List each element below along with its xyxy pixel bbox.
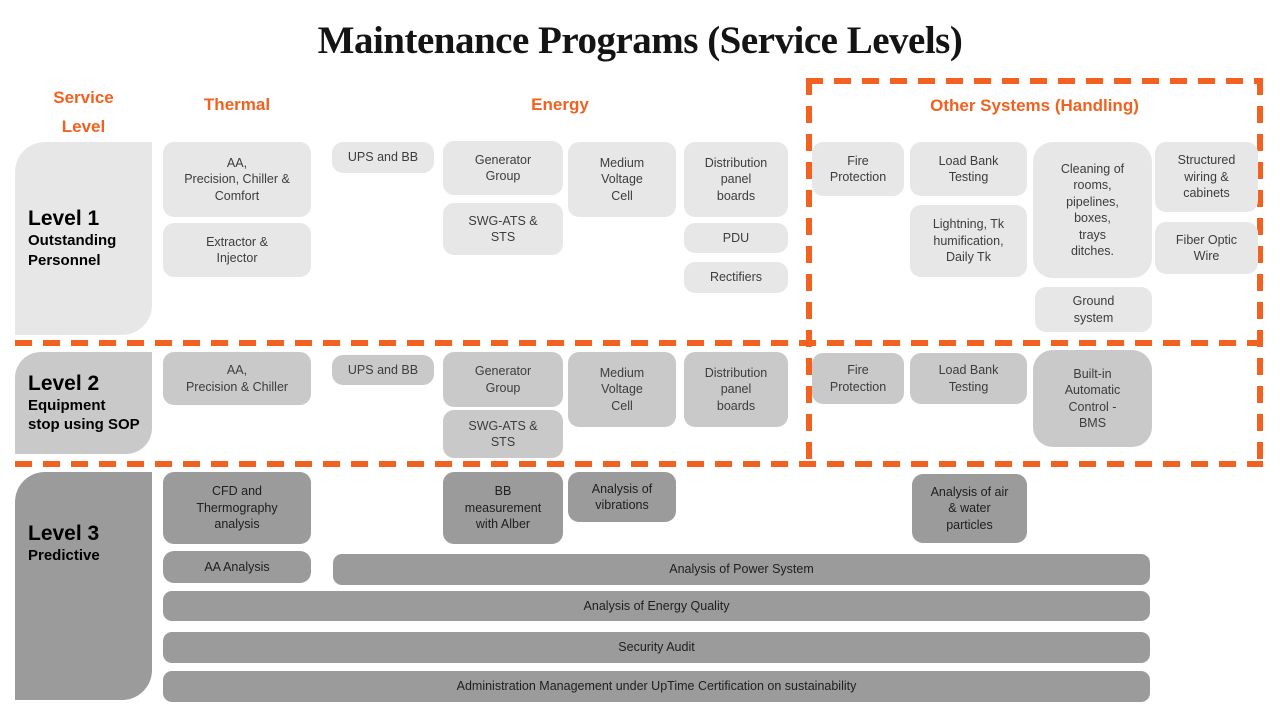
box-l1-energy-rectifiers: Rectifiers [684,262,788,293]
box-l1-other-fire: Fire Protection [812,142,904,196]
box-l1-other-load-bank: Load Bank Testing [910,142,1027,196]
box-l1-other-fiber: Fiber Optic Wire [1155,222,1258,274]
box-l1-other-cleaning: Cleaning of rooms, pipelines, boxes, tra… [1033,142,1152,278]
box-l3-thermal-cfd: CFD and Thermography analysis [163,472,311,544]
box-l1-energy-distribution: Distribution panel boards [684,142,788,217]
bar-analysis-energy-quality: Analysis of Energy Quality [163,591,1150,621]
dashed-border-top [806,78,1263,84]
box-l3-energy-vibrations: Analysis of vibrations [568,472,676,522]
level2-name: Level 2 [28,371,100,395]
dashed-border-left [806,78,812,467]
box-l2-other-load-bank: Load Bank Testing [910,353,1027,404]
box-l1-other-lightning: Lightning, Tk humification, Daily Tk [910,205,1027,277]
box-l2-energy-medium-voltage: Medium Voltage Cell [568,352,676,427]
bar-administration-management: Administration Management under UpTime C… [163,671,1150,702]
bar-analysis-power-system: Analysis of Power System [333,554,1150,585]
box-l1-other-ground: Ground system [1035,287,1152,332]
box-l3-energy-bb-alber: BB measurement with Alber [443,472,563,544]
box-l2-other-fire: Fire Protection [812,353,904,404]
box-l2-energy-ups: UPS and BB [332,355,434,385]
box-l2-thermal-ac: AA, Precision & Chiller [163,352,311,405]
level3-subtitle: Predictive [28,547,100,564]
dashed-separator-level1-level2 [15,340,1263,346]
box-l1-energy-medium-voltage: Medium Voltage Cell [568,142,676,217]
box-l1-thermal-ac: AA, Precision, Chiller & Comfort [163,142,311,217]
box-l1-other-structured: Structured wiring & cabinets [1155,142,1258,212]
level1-label-box: Level 1 Outstanding Personnel [15,142,152,335]
dashed-separator-level2-level3 [15,461,1263,467]
bar-security-audit: Security Audit [163,632,1150,663]
box-l1-energy-swg: SWG-ATS & STS [443,203,563,255]
box-l2-energy-swg: SWG-ATS & STS [443,410,563,458]
level3-label-box: Level 3 Predictive [15,472,152,700]
box-l1-energy-pdu: PDU [684,223,788,253]
box-l2-energy-generator: Generator Group [443,352,563,407]
header-service-level: Service Level [53,88,114,137]
box-l2-energy-distribution: Distribution panel boards [684,352,788,427]
page-title: Maintenance Programs (Service Levels) [317,19,963,62]
dashed-border-right [1257,78,1263,467]
level3-name: Level 3 [28,522,100,545]
header-energy: Energy [531,95,589,114]
box-l1-thermal-extractor: Extractor & Injector [163,223,311,277]
box-l1-energy-generator: Generator Group [443,141,563,195]
level1-name: Level 1 [28,207,100,230]
header-thermal: Thermal [203,95,271,114]
level1-subtitle: Outstanding Personnel [28,232,117,269]
box-l2-other-bms: Built-in Automatic Control - BMS [1033,350,1152,447]
header-other-systems: Other Systems (Handling) [930,96,1139,115]
box-l3-other-air-water: Analysis of air & water particles [912,474,1027,543]
level2-subtitle: Equipment stop using SOP [28,396,140,434]
box-l1-energy-ups: UPS and BB [332,142,434,173]
box-l3-thermal-aa-analysis: AA Analysis [163,551,311,583]
level2-label-box: Level 2 Equipment stop using SOP [15,352,152,454]
